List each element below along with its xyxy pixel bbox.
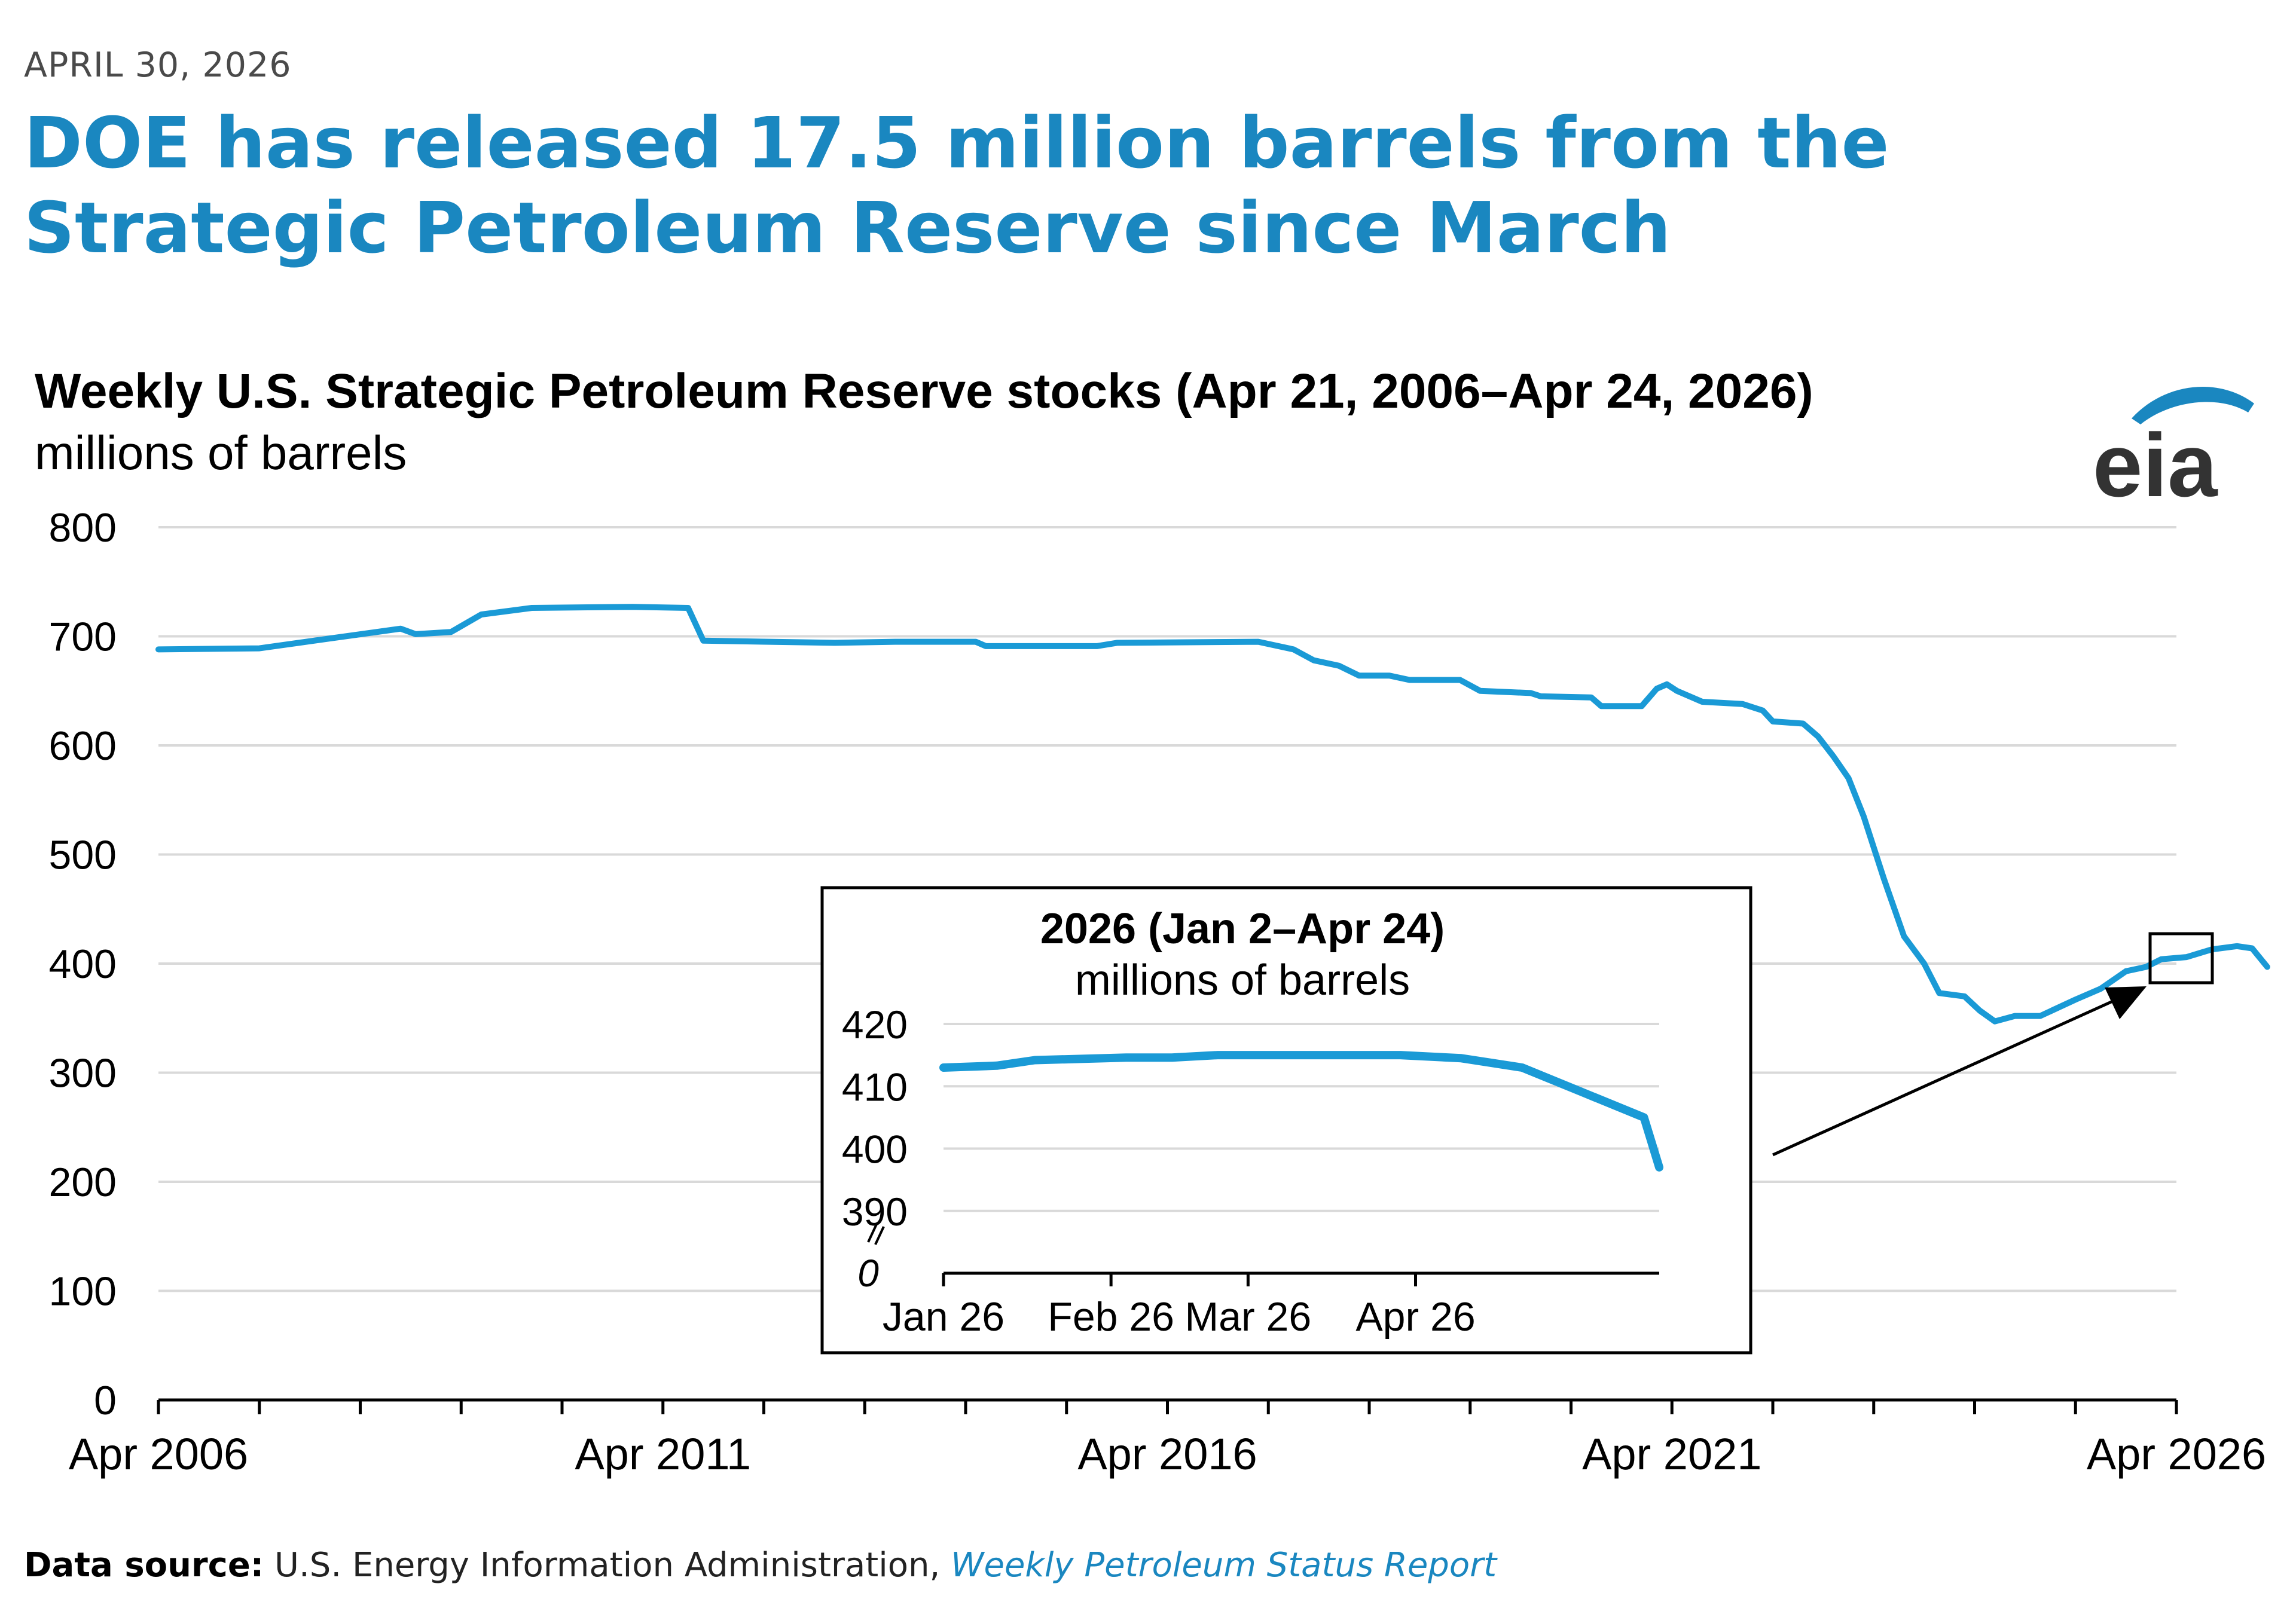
y-tick-label: 0 bbox=[94, 1378, 117, 1423]
y-tick-label: 600 bbox=[49, 723, 117, 769]
inset-y-tick-label: 420 bbox=[842, 1002, 908, 1047]
headline: DOE has released 17.5 million barrels fr… bbox=[24, 102, 1889, 269]
inset-y-tick-label: 410 bbox=[842, 1065, 908, 1109]
spr-stocks-line bbox=[155, 604, 2270, 1025]
inset-units: millions of barrels bbox=[1075, 956, 1410, 1004]
inset-x-tick-label: Mar 26 bbox=[1185, 1294, 1312, 1340]
x-tick-label: Apr 2006 bbox=[69, 1429, 248, 1479]
eia-logo: eia bbox=[2075, 377, 2266, 515]
x-tick-label: Apr 2026 bbox=[2087, 1429, 2266, 1479]
x-tick-label: Apr 2011 bbox=[575, 1429, 751, 1479]
callout-arrow-line bbox=[1772, 998, 2118, 1157]
inset-x-tick-label: Jan 26 bbox=[883, 1294, 1004, 1340]
chart-units: millions of barrels bbox=[35, 426, 407, 479]
zoom-box bbox=[2148, 932, 2214, 985]
axis-break-icon bbox=[867, 1224, 885, 1245]
y-tick-label: 100 bbox=[49, 1269, 117, 1314]
data-source: Data source: U.S. Energy Information Adm… bbox=[24, 1546, 1497, 1585]
y-tick-label: 500 bbox=[49, 833, 117, 878]
chart-title: Weekly U.S. Strategic Petroleum Reserve … bbox=[35, 364, 1813, 418]
callout-arrow-head bbox=[2105, 986, 2147, 1019]
y-tick-label: 200 bbox=[49, 1160, 117, 1205]
inset-y-tick-label: 400 bbox=[842, 1127, 908, 1172]
inset-spr-line bbox=[939, 1051, 1663, 1172]
inset-axis-break-label: 0 bbox=[857, 1252, 879, 1295]
inset-title: 2026 (Jan 2–Apr 24) bbox=[1040, 905, 1445, 953]
inset-x-tick-label: Feb 26 bbox=[1048, 1294, 1174, 1340]
y-tick-label: 300 bbox=[49, 1051, 117, 1096]
source-text: U.S. Energy Information Administration, bbox=[274, 1546, 941, 1585]
x-tick-label: Apr 2021 bbox=[1582, 1429, 1761, 1479]
inset-x-tick-label: Apr 26 bbox=[1355, 1294, 1475, 1340]
source-link[interactable]: Weekly Petroleum Status Report bbox=[951, 1546, 1497, 1585]
y-tick-label: 700 bbox=[49, 614, 117, 660]
source-label: Data source: bbox=[24, 1546, 264, 1585]
dateline: APRIL 30, 2026 bbox=[24, 45, 292, 85]
logo-swoosh bbox=[2132, 387, 2254, 424]
logo-text: eia bbox=[2093, 415, 2218, 508]
inset-frame bbox=[820, 886, 1752, 1355]
y-tick-label: 400 bbox=[49, 941, 117, 987]
x-tick-label: Apr 2016 bbox=[1077, 1429, 1257, 1479]
y-tick-label: 800 bbox=[49, 505, 117, 551]
